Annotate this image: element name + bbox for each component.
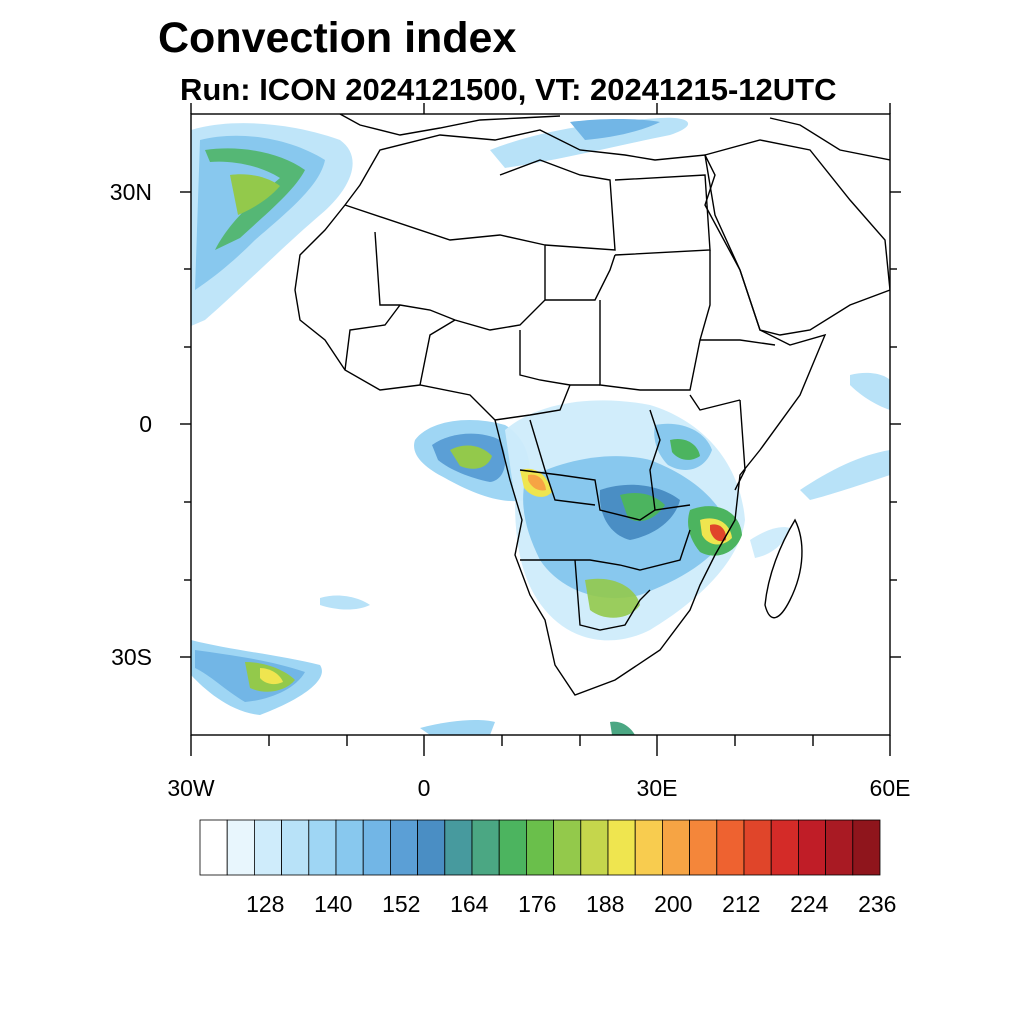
colorbar-tick-label: 152 bbox=[382, 891, 420, 917]
lon-label-60e: 60E bbox=[870, 775, 911, 801]
colorbar-swatch bbox=[253, 819, 282, 876]
colorbar-swatch bbox=[471, 819, 500, 876]
map-frame bbox=[190, 113, 891, 736]
coastlines-borders bbox=[294, 114, 890, 696]
colorbar-swatch bbox=[743, 819, 772, 876]
colorbar-swatch bbox=[580, 819, 609, 876]
colorbar-swatch bbox=[770, 819, 799, 876]
map-ticks bbox=[180, 103, 901, 756]
colorbar-swatch bbox=[634, 819, 663, 876]
colorbar-tick-label: 236 bbox=[858, 891, 896, 917]
colorbar-swatch bbox=[362, 819, 391, 876]
colorbar-swatch bbox=[417, 819, 446, 876]
lon-label-30w: 30W bbox=[167, 775, 215, 801]
colorbar-swatch bbox=[716, 819, 745, 876]
colorbar-swatch bbox=[389, 819, 418, 876]
colorbar-swatch bbox=[199, 819, 228, 876]
colorbar-swatch bbox=[308, 819, 337, 876]
colorbar-swatch bbox=[226, 819, 255, 876]
latitude-labels: 30N 0 30S bbox=[110, 179, 152, 670]
colorbar-swatch bbox=[526, 819, 555, 876]
longitude-labels: 30W 0 30E 60E bbox=[167, 775, 910, 801]
lat-label-30n: 30N bbox=[110, 179, 152, 205]
colorbar-tick-label: 164 bbox=[450, 891, 489, 917]
colorbar-swatch bbox=[825, 819, 854, 876]
colorbar-swatch bbox=[498, 819, 527, 876]
colorbar-swatch bbox=[798, 819, 827, 876]
colorbar-swatch bbox=[852, 819, 881, 876]
map-plot-area bbox=[180, 103, 901, 756]
chart-title: Convection index bbox=[158, 14, 517, 62]
chart-subtitle: Run: ICON 2024121500, VT: 20241215-12UTC bbox=[180, 72, 837, 107]
lat-label-30s: 30S bbox=[111, 644, 152, 670]
colorbar-tick-label: 212 bbox=[722, 891, 760, 917]
colorbar-swatch bbox=[662, 819, 691, 876]
lon-label-0: 0 bbox=[418, 775, 431, 801]
colorbar-swatch bbox=[607, 819, 636, 876]
colorbar-swatch bbox=[335, 819, 364, 876]
colorbar-tick-label: 128 bbox=[246, 891, 284, 917]
colorbar-swatch bbox=[689, 819, 718, 876]
colorbar-tick-label: 188 bbox=[586, 891, 624, 917]
colorbar: 128 140 152 164 176 188 200 212 224 236 bbox=[199, 819, 896, 917]
colorbar-tick-label: 200 bbox=[654, 891, 692, 917]
colorbar-swatch bbox=[281, 819, 310, 876]
lon-label-30e: 30E bbox=[637, 775, 678, 801]
colorbar-swatch bbox=[553, 819, 582, 876]
lat-label-0: 0 bbox=[139, 411, 152, 437]
colorbar-swatch bbox=[444, 819, 473, 876]
colorbar-tick-label: 140 bbox=[314, 891, 352, 917]
colorbar-tick-label: 224 bbox=[790, 891, 829, 917]
colorbar-tick-label: 176 bbox=[518, 891, 556, 917]
